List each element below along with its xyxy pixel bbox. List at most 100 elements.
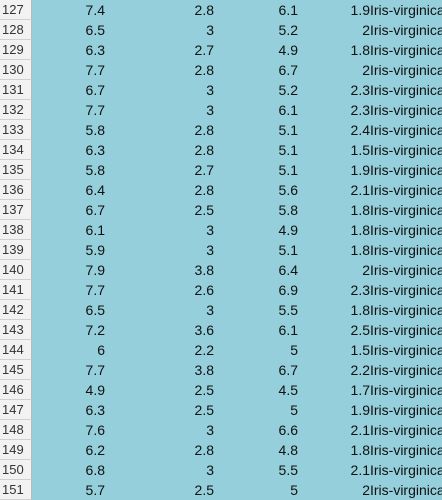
cell-d[interactable]: 2.5 bbox=[350, 322, 370, 338]
cell-b[interactable]: 2.8 bbox=[194, 62, 214, 78]
cell-b[interactable]: 2.7 bbox=[194, 162, 214, 178]
cell-c[interactable]: 5.2 bbox=[278, 82, 298, 98]
cell-e[interactable]: Iris-virginica bbox=[370, 82, 442, 98]
cell-d[interactable]: 2.1 bbox=[350, 462, 370, 478]
cell-a[interactable]: 6.1 bbox=[85, 222, 105, 238]
cell-d[interactable]: 1.8 bbox=[350, 202, 370, 218]
cell-c[interactable]: 6.6 bbox=[278, 422, 298, 438]
cell-d[interactable]: 1.8 bbox=[350, 222, 370, 238]
cell-c[interactable]: 6.1 bbox=[278, 322, 298, 338]
cell-b[interactable]: 2.6 bbox=[194, 282, 214, 298]
row-header[interactable]: 139 bbox=[0, 240, 32, 260]
cell-a[interactable]: 6.4 bbox=[85, 182, 105, 198]
cell-b[interactable]: 2.8 bbox=[194, 182, 214, 198]
row-header[interactable]: 131 bbox=[0, 80, 32, 100]
cell-b[interactable]: 3 bbox=[206, 302, 214, 318]
cell-b[interactable]: 3 bbox=[206, 422, 214, 438]
cell-a[interactable]: 6 bbox=[97, 342, 105, 358]
cell-b[interactable]: 3 bbox=[206, 462, 214, 478]
row-header[interactable]: 134 bbox=[0, 140, 32, 160]
cell-c[interactable]: 5.2 bbox=[278, 22, 298, 38]
cell-a[interactable]: 5.8 bbox=[85, 162, 105, 178]
cell-e[interactable]: Iris-virginica bbox=[370, 122, 442, 138]
row-header[interactable]: 145 bbox=[0, 360, 32, 380]
cell-d[interactable]: 2 bbox=[362, 22, 370, 38]
row-header[interactable]: 142 bbox=[0, 300, 32, 320]
cell-a[interactable]: 6.7 bbox=[85, 82, 105, 98]
cell-d[interactable]: 2 bbox=[362, 62, 370, 78]
row-header[interactable]: 129 bbox=[0, 40, 32, 60]
cell-b[interactable]: 3.8 bbox=[194, 262, 214, 278]
cell-b[interactable]: 2.5 bbox=[194, 202, 214, 218]
cell-c[interactable]: 5.1 bbox=[278, 242, 298, 258]
cell-d[interactable]: 2.1 bbox=[350, 182, 370, 198]
cell-e[interactable]: Iris-virginica bbox=[370, 202, 442, 218]
cell-e[interactable]: Iris-virginica bbox=[370, 462, 442, 478]
cell-e[interactable]: Iris-virginica bbox=[370, 42, 442, 58]
cell-e[interactable]: Iris-virginica bbox=[370, 422, 442, 438]
cell-e[interactable]: Iris-virginica bbox=[370, 62, 442, 78]
cell-d[interactable]: 1.5 bbox=[350, 142, 370, 158]
cell-c[interactable]: 6.1 bbox=[278, 2, 298, 18]
cell-c[interactable]: 6.1 bbox=[278, 102, 298, 118]
cell-d[interactable]: 2 bbox=[362, 482, 370, 498]
cell-e[interactable]: Iris-virginica bbox=[370, 322, 442, 338]
cell-e[interactable]: Iris-virginica bbox=[370, 342, 442, 358]
row-header[interactable]: 128 bbox=[0, 20, 32, 40]
row-header[interactable]: 150 bbox=[0, 460, 32, 480]
row-header[interactable]: 137 bbox=[0, 200, 32, 220]
cell-d[interactable]: 1.8 bbox=[350, 242, 370, 258]
cell-b[interactable]: 3 bbox=[206, 22, 214, 38]
row-header[interactable]: 151 bbox=[0, 480, 32, 500]
cell-e[interactable]: Iris-virginica bbox=[370, 282, 442, 298]
cell-c[interactable]: 6.9 bbox=[278, 282, 298, 298]
cell-d[interactable]: 1.5 bbox=[350, 342, 370, 358]
cell-b[interactable]: 2.5 bbox=[194, 402, 214, 418]
cell-a[interactable]: 7.7 bbox=[85, 282, 105, 298]
cell-e[interactable]: Iris-virginica bbox=[370, 382, 442, 398]
row-header[interactable]: 146 bbox=[0, 380, 32, 400]
cell-c[interactable]: 5.5 bbox=[278, 462, 298, 478]
cell-a[interactable]: 6.5 bbox=[85, 22, 105, 38]
cell-a[interactable]: 5.7 bbox=[85, 482, 105, 498]
cell-e[interactable]: Iris-virginica bbox=[370, 142, 442, 158]
row-header[interactable]: 130 bbox=[0, 60, 32, 80]
row-header[interactable]: 141 bbox=[0, 280, 32, 300]
row-header[interactable]: 136 bbox=[0, 180, 32, 200]
cell-d[interactable]: 2.2 bbox=[350, 362, 370, 378]
cell-e[interactable]: Iris-virginica bbox=[370, 162, 442, 178]
cell-b[interactable]: 3 bbox=[206, 82, 214, 98]
cell-a[interactable]: 7.9 bbox=[85, 262, 105, 278]
row-header[interactable]: 149 bbox=[0, 440, 32, 460]
row-header[interactable]: 135 bbox=[0, 160, 32, 180]
cell-c[interactable]: 5 bbox=[290, 402, 298, 418]
cell-a[interactable]: 6.7 bbox=[85, 202, 105, 218]
row-header[interactable]: 138 bbox=[0, 220, 32, 240]
cell-d[interactable]: 2.3 bbox=[350, 82, 370, 98]
cell-b[interactable]: 3.8 bbox=[194, 362, 214, 378]
cell-d[interactable]: 1.8 bbox=[350, 302, 370, 318]
cell-a[interactable]: 6.3 bbox=[85, 42, 105, 58]
cell-a[interactable]: 7.4 bbox=[85, 2, 105, 18]
cell-b[interactable]: 2.7 bbox=[194, 42, 214, 58]
cell-a[interactable]: 6.2 bbox=[85, 442, 105, 458]
cell-a[interactable]: 6.3 bbox=[85, 402, 105, 418]
cell-a[interactable]: 7.2 bbox=[85, 322, 105, 338]
cell-b[interactable]: 3 bbox=[206, 242, 214, 258]
cell-c[interactable]: 5.1 bbox=[278, 162, 298, 178]
row-header[interactable]: 132 bbox=[0, 100, 32, 120]
cell-e[interactable]: Iris-virginica bbox=[370, 182, 442, 198]
cell-c[interactable]: 4.9 bbox=[278, 42, 298, 58]
cell-b[interactable]: 3 bbox=[206, 102, 214, 118]
cell-b[interactable]: 3.6 bbox=[194, 322, 214, 338]
cell-e[interactable]: Iris-virginica bbox=[370, 22, 442, 38]
cell-a[interactable]: 7.6 bbox=[85, 422, 105, 438]
row-header[interactable]: 143 bbox=[0, 320, 32, 340]
cell-d[interactable]: 1.8 bbox=[350, 442, 370, 458]
cell-c[interactable]: 5.5 bbox=[278, 302, 298, 318]
cell-a[interactable]: 5.9 bbox=[85, 242, 105, 258]
cell-a[interactable]: 7.7 bbox=[85, 362, 105, 378]
cell-c[interactable]: 5.1 bbox=[278, 142, 298, 158]
row-header[interactable]: 140 bbox=[0, 260, 32, 280]
cell-b[interactable]: 2.8 bbox=[194, 2, 214, 18]
